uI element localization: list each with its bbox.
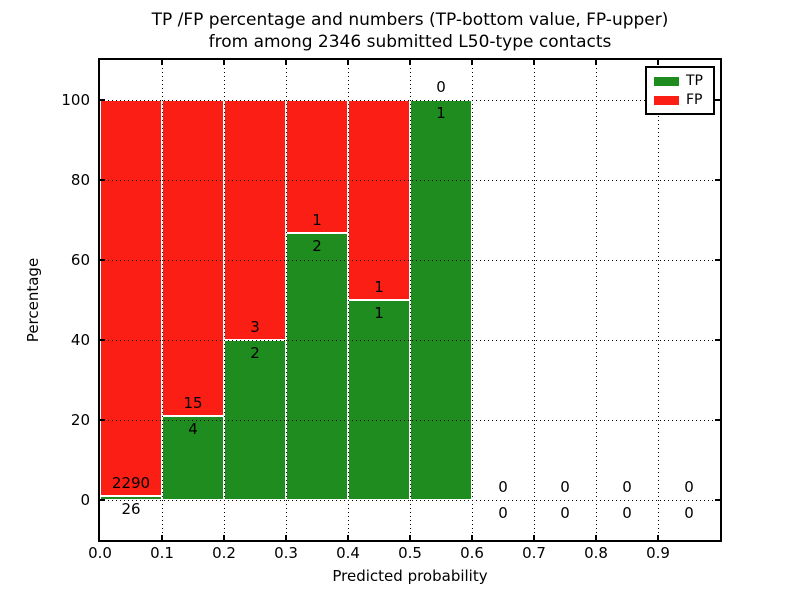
- y-tick-label: 100: [61, 91, 90, 109]
- y-tick-mark: [715, 99, 720, 101]
- legend-label-fp: FP: [686, 92, 703, 108]
- tp-count-label: 2: [250, 344, 260, 362]
- tp-count-label: 0: [622, 504, 632, 522]
- y-tick-mark: [100, 259, 105, 261]
- y-tick-mark: [100, 419, 105, 421]
- tp-count-label: 1: [436, 104, 446, 122]
- tp-count-label: 0: [684, 504, 694, 522]
- x-tick-mark: [533, 60, 535, 65]
- fp-count-label: 3: [250, 318, 260, 336]
- gridline-v: [161, 60, 163, 540]
- tp-count-label: 0: [560, 504, 570, 522]
- y-tick-label: 20: [70, 411, 90, 429]
- bar-segment-fp: [348, 100, 410, 300]
- bar-segment-tp: [410, 100, 472, 500]
- x-tick-mark: [161, 60, 163, 65]
- y-axis-label: Percentage: [24, 257, 42, 343]
- gridline-v: [223, 60, 225, 540]
- gridline-v: [409, 60, 411, 540]
- tp-count-label: 2: [312, 237, 322, 256]
- legend: TP FP: [645, 66, 715, 115]
- bar-segment-fp: [224, 100, 286, 340]
- fp-count-label: 1: [374, 278, 384, 296]
- y-tick-mark: [715, 179, 720, 181]
- chart-title-line1: TP /FP percentage and numbers (TP-bottom…: [151, 10, 669, 30]
- x-tick-label: 0.1: [150, 544, 174, 562]
- fp-count-label: 15: [183, 393, 203, 412]
- x-tick-mark: [657, 535, 659, 540]
- tp-count-label: 0: [498, 504, 508, 522]
- fp-count-label: 0: [684, 478, 694, 496]
- bar-segment-fp: [286, 100, 348, 234]
- x-tick-label: 0.0: [88, 544, 112, 562]
- gridline-v: [595, 60, 597, 540]
- x-axis-label: Predicted probability: [332, 567, 488, 585]
- x-tick-label: 0.3: [274, 544, 298, 562]
- fp-count-label: 0: [560, 478, 570, 496]
- legend-item-fp: FP: [654, 91, 713, 110]
- y-tick-mark: [715, 419, 720, 421]
- x-tick-mark: [409, 60, 411, 65]
- y-tick-mark: [715, 499, 720, 501]
- y-tick-label: 60: [70, 251, 90, 269]
- x-tick-mark: [223, 60, 225, 65]
- y-tick-label: 80: [70, 171, 90, 189]
- x-tick-mark: [595, 60, 597, 65]
- y-tick-mark: [100, 499, 105, 501]
- x-tick-mark: [347, 60, 349, 65]
- x-tick-label: 0.7: [522, 544, 546, 562]
- fp-count-label: 2290: [111, 473, 151, 492]
- tp-count-label: 4: [188, 419, 198, 438]
- bar-segment-tp: [162, 415, 224, 500]
- gridline-v: [533, 60, 535, 540]
- y-tick-mark: [715, 339, 720, 341]
- x-tick-mark: [595, 535, 597, 540]
- legend-item-tp: TP: [654, 72, 713, 91]
- x-tick-mark: [471, 60, 473, 65]
- plot-area: 2290 26 15 4 3 2 1 2 1 1 0 1 0 0 0 0 0 0 0 0: [98, 58, 722, 542]
- x-tick-mark: [533, 535, 535, 540]
- x-tick-mark: [223, 535, 225, 540]
- x-tick-mark: [409, 535, 411, 540]
- gridline-v: [657, 60, 659, 540]
- x-tick-mark: [285, 60, 287, 65]
- y-tick-mark: [715, 259, 720, 261]
- y-tick-label: 40: [70, 331, 90, 349]
- x-tick-label: 0.5: [398, 544, 422, 562]
- y-tick-mark: [100, 179, 105, 181]
- bar-segment-tp: [348, 300, 410, 500]
- bar-segment-fp: [162, 100, 224, 416]
- gridline-v: [471, 60, 473, 540]
- x-tick-label: 0.9: [646, 544, 670, 562]
- fp-count-label: 0: [622, 478, 632, 496]
- bar-segment-fp: [100, 100, 162, 496]
- x-tick-mark: [657, 60, 659, 65]
- chart-title-line2: from among 2346 submitted L50-type conta…: [208, 32, 612, 52]
- fp-count-label: 0: [498, 478, 508, 496]
- y-tick-mark: [100, 99, 105, 101]
- gridline-v: [285, 60, 287, 540]
- x-tick-mark: [471, 535, 473, 540]
- x-tick-label: 0.2: [212, 544, 236, 562]
- y-tick-label: 0: [80, 491, 90, 509]
- x-tick-mark: [285, 535, 287, 540]
- fp-count-label: 1: [312, 211, 322, 230]
- fp-count-label: 0: [436, 78, 446, 96]
- y-tick-mark: [100, 339, 105, 341]
- gridline-v: [347, 60, 349, 540]
- x-tick-label: 0.8: [584, 544, 608, 562]
- tp-count-label: 1: [374, 304, 384, 322]
- x-tick-mark: [347, 535, 349, 540]
- x-tick-mark: [161, 535, 163, 540]
- x-tick-label: 0.6: [460, 544, 484, 562]
- fp-swatch-icon: [654, 96, 679, 105]
- legend-label-tp: TP: [686, 73, 703, 89]
- tp-swatch-icon: [654, 77, 679, 86]
- tp-count-label: 26: [121, 499, 141, 518]
- bar-segment-tp: [286, 233, 348, 500]
- x-tick-label: 0.4: [336, 544, 360, 562]
